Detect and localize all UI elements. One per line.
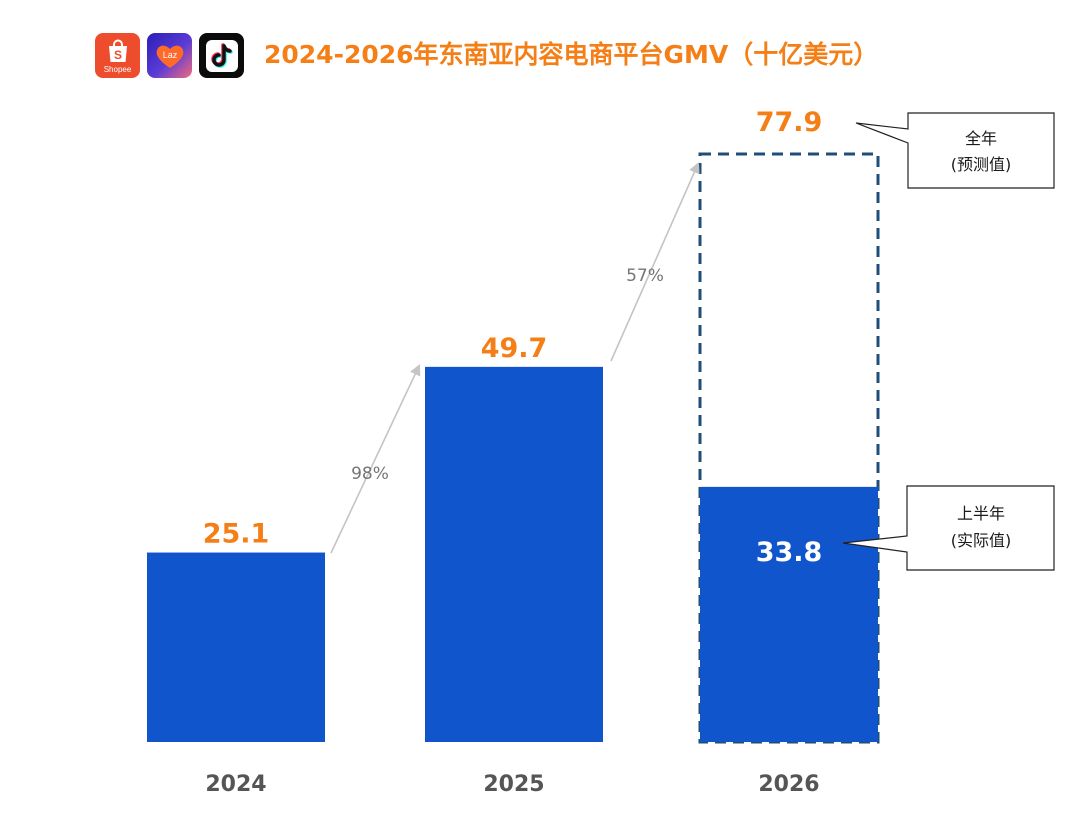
growth-label-2024-2025: 98% xyxy=(351,464,389,484)
x-tick-2024: 2024 xyxy=(205,772,266,797)
callout-text-2026-forecast-2: (预测值) xyxy=(951,155,1012,174)
growth-label-2025-2026: 57% xyxy=(626,266,664,286)
callout-box-2026-forecast xyxy=(855,112,1055,189)
lazada-logo-text: Laz xyxy=(162,50,177,60)
chart-title: 2024-2026年东南亚内容电商平台GMV（十亿美元） xyxy=(264,40,879,69)
x-tick-2026: 2026 xyxy=(758,772,819,797)
callout-text-2026-actual-1: 上半年 xyxy=(957,504,1005,523)
bar-2026 xyxy=(700,486,878,742)
music-note-icon xyxy=(205,39,238,72)
bar-2024 xyxy=(147,552,325,742)
shopee-logo-text: Shopee xyxy=(103,64,132,74)
callout-text-2026-actual-2: (实际值) xyxy=(951,531,1012,550)
tiktok-logo xyxy=(199,33,244,78)
value-label-2025: 49.7 xyxy=(481,333,548,364)
x-tick-2025: 2025 xyxy=(483,772,544,797)
callout-text-2026-forecast-1: 全年 xyxy=(965,129,997,148)
shopping-bag-icon: S xyxy=(108,39,127,62)
bar-2025 xyxy=(425,366,603,742)
lazada-logo: Laz xyxy=(147,33,192,78)
heart-icon: Laz xyxy=(156,45,183,68)
value-label-2026: 33.8 xyxy=(756,537,823,568)
growth-arrow-2024-2025 xyxy=(330,363,421,554)
shopee-logo: S Shopee xyxy=(95,33,140,78)
value-label-2026-forecast: 77.9 xyxy=(756,107,823,138)
callout-box-2026-actual xyxy=(842,485,1055,571)
svg-text:S: S xyxy=(113,48,121,62)
value-label-2024: 25.1 xyxy=(203,519,270,550)
growth-arrow-2025-2026 xyxy=(610,161,700,362)
